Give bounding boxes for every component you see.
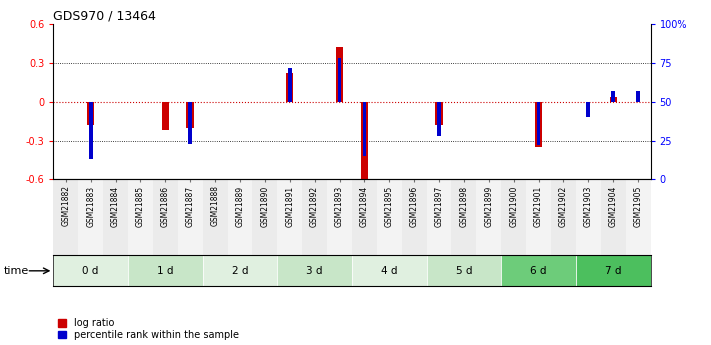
Text: GSM21897: GSM21897 <box>434 186 444 227</box>
Bar <box>551 179 576 255</box>
Text: 0 d: 0 d <box>82 266 99 276</box>
Bar <box>186 102 194 128</box>
Text: GSM21884: GSM21884 <box>111 186 120 227</box>
Bar <box>277 255 352 286</box>
Bar <box>636 91 640 102</box>
Text: GSM21904: GSM21904 <box>609 186 618 227</box>
Bar <box>501 179 526 255</box>
Bar <box>128 179 153 255</box>
Text: GSM21891: GSM21891 <box>285 186 294 227</box>
Text: GSM21889: GSM21889 <box>235 186 245 227</box>
Text: GSM21885: GSM21885 <box>136 186 145 227</box>
Text: 7 d: 7 d <box>605 266 621 276</box>
Text: time: time <box>4 266 29 276</box>
Text: GSM21892: GSM21892 <box>310 186 319 227</box>
Bar <box>327 179 352 255</box>
Bar <box>53 255 128 286</box>
Bar <box>203 179 228 255</box>
Bar <box>535 102 542 147</box>
Bar <box>87 102 95 125</box>
Bar <box>437 102 441 136</box>
Text: 3 d: 3 d <box>306 266 323 276</box>
Bar <box>427 179 451 255</box>
Bar <box>501 255 576 286</box>
Text: GSM21901: GSM21901 <box>534 186 543 227</box>
Text: GSM21900: GSM21900 <box>509 186 518 227</box>
Text: GSM21905: GSM21905 <box>634 186 643 227</box>
Bar <box>302 179 327 255</box>
Bar <box>576 255 651 286</box>
Bar <box>352 255 427 286</box>
Bar <box>360 102 368 182</box>
Text: GSM21887: GSM21887 <box>186 186 195 227</box>
Bar <box>526 179 551 255</box>
Bar <box>601 179 626 255</box>
Bar <box>352 179 377 255</box>
Text: GSM21903: GSM21903 <box>584 186 593 227</box>
Text: GSM21888: GSM21888 <box>210 186 220 226</box>
Text: GSM21896: GSM21896 <box>410 186 419 227</box>
Text: GDS970 / 13464: GDS970 / 13464 <box>53 10 156 23</box>
Bar <box>587 102 590 117</box>
Text: GSM21894: GSM21894 <box>360 186 369 227</box>
Text: 6 d: 6 d <box>530 266 547 276</box>
Bar <box>537 102 540 145</box>
Bar <box>178 179 203 255</box>
Bar <box>576 179 601 255</box>
Bar <box>153 179 178 255</box>
Bar <box>336 47 343 102</box>
Bar <box>128 255 203 286</box>
Bar <box>286 73 294 102</box>
Bar <box>103 179 128 255</box>
Bar <box>338 58 341 102</box>
Text: GSM21893: GSM21893 <box>335 186 344 227</box>
Text: GSM21883: GSM21883 <box>86 186 95 227</box>
Bar <box>427 255 501 286</box>
Text: GSM21899: GSM21899 <box>484 186 493 227</box>
Bar <box>476 179 501 255</box>
Text: 5 d: 5 d <box>456 266 472 276</box>
Bar <box>626 179 651 255</box>
Bar <box>609 97 617 102</box>
Bar <box>161 102 169 130</box>
Text: GSM21902: GSM21902 <box>559 186 568 227</box>
Bar <box>377 179 402 255</box>
Bar <box>402 179 427 255</box>
Bar <box>277 179 302 255</box>
Text: GSM21886: GSM21886 <box>161 186 170 227</box>
Bar <box>435 102 443 125</box>
Text: GSM21895: GSM21895 <box>385 186 394 227</box>
Bar <box>611 91 615 102</box>
Text: 2 d: 2 d <box>232 266 248 276</box>
Bar <box>53 179 78 255</box>
Text: GSM21898: GSM21898 <box>459 186 469 227</box>
Bar <box>363 102 366 156</box>
Text: 4 d: 4 d <box>381 266 397 276</box>
Bar <box>451 179 476 255</box>
Bar <box>188 102 192 144</box>
Bar <box>89 102 92 159</box>
Text: GSM21882: GSM21882 <box>61 186 70 226</box>
Bar <box>288 68 292 102</box>
Legend: log ratio, percentile rank within the sample: log ratio, percentile rank within the sa… <box>58 318 239 340</box>
Bar <box>252 179 277 255</box>
Bar <box>203 255 277 286</box>
Text: 1 d: 1 d <box>157 266 173 276</box>
Bar <box>228 179 252 255</box>
Bar <box>78 179 103 255</box>
Text: GSM21890: GSM21890 <box>260 186 269 227</box>
